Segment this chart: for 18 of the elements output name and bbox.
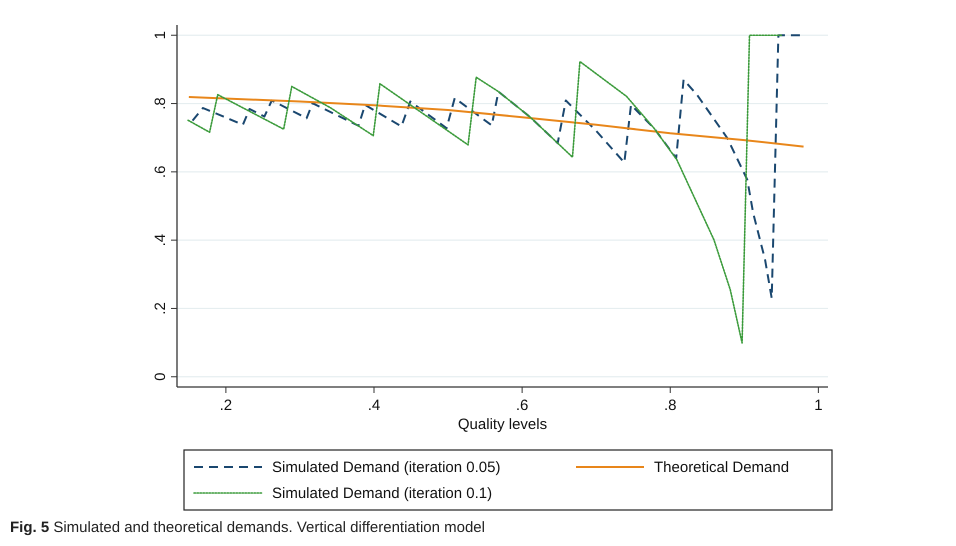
y-tick-label: .2: [152, 302, 169, 315]
x-tick-label: .2: [220, 397, 232, 414]
x-tick-label: 1: [814, 397, 823, 414]
line-series: [187, 34, 782, 344]
x-tick-label: .4: [368, 397, 380, 414]
legend-label: Simulated Demand (iteration 0.05): [272, 459, 500, 476]
legend-label: Simulated Demand (iteration 0.1): [272, 485, 492, 502]
x-tick-label: .6: [516, 397, 528, 414]
y-tick-label: 0: [152, 372, 169, 381]
x-axis-title: Quality levels: [458, 416, 548, 433]
y-tick-label: .4: [152, 234, 169, 246]
y-tick-label: .8: [152, 97, 169, 110]
text: Fig. 5 Simulated and theoretical demands. Vertical differentiation model: [10, 519, 485, 536]
x-tick-label: .8: [664, 397, 677, 414]
line-series: [188, 96, 805, 148]
y-tick-label: .6: [152, 166, 169, 178]
legend-label: Theoretical Demand: [654, 459, 790, 476]
y-tick-label: 1: [152, 31, 169, 40]
